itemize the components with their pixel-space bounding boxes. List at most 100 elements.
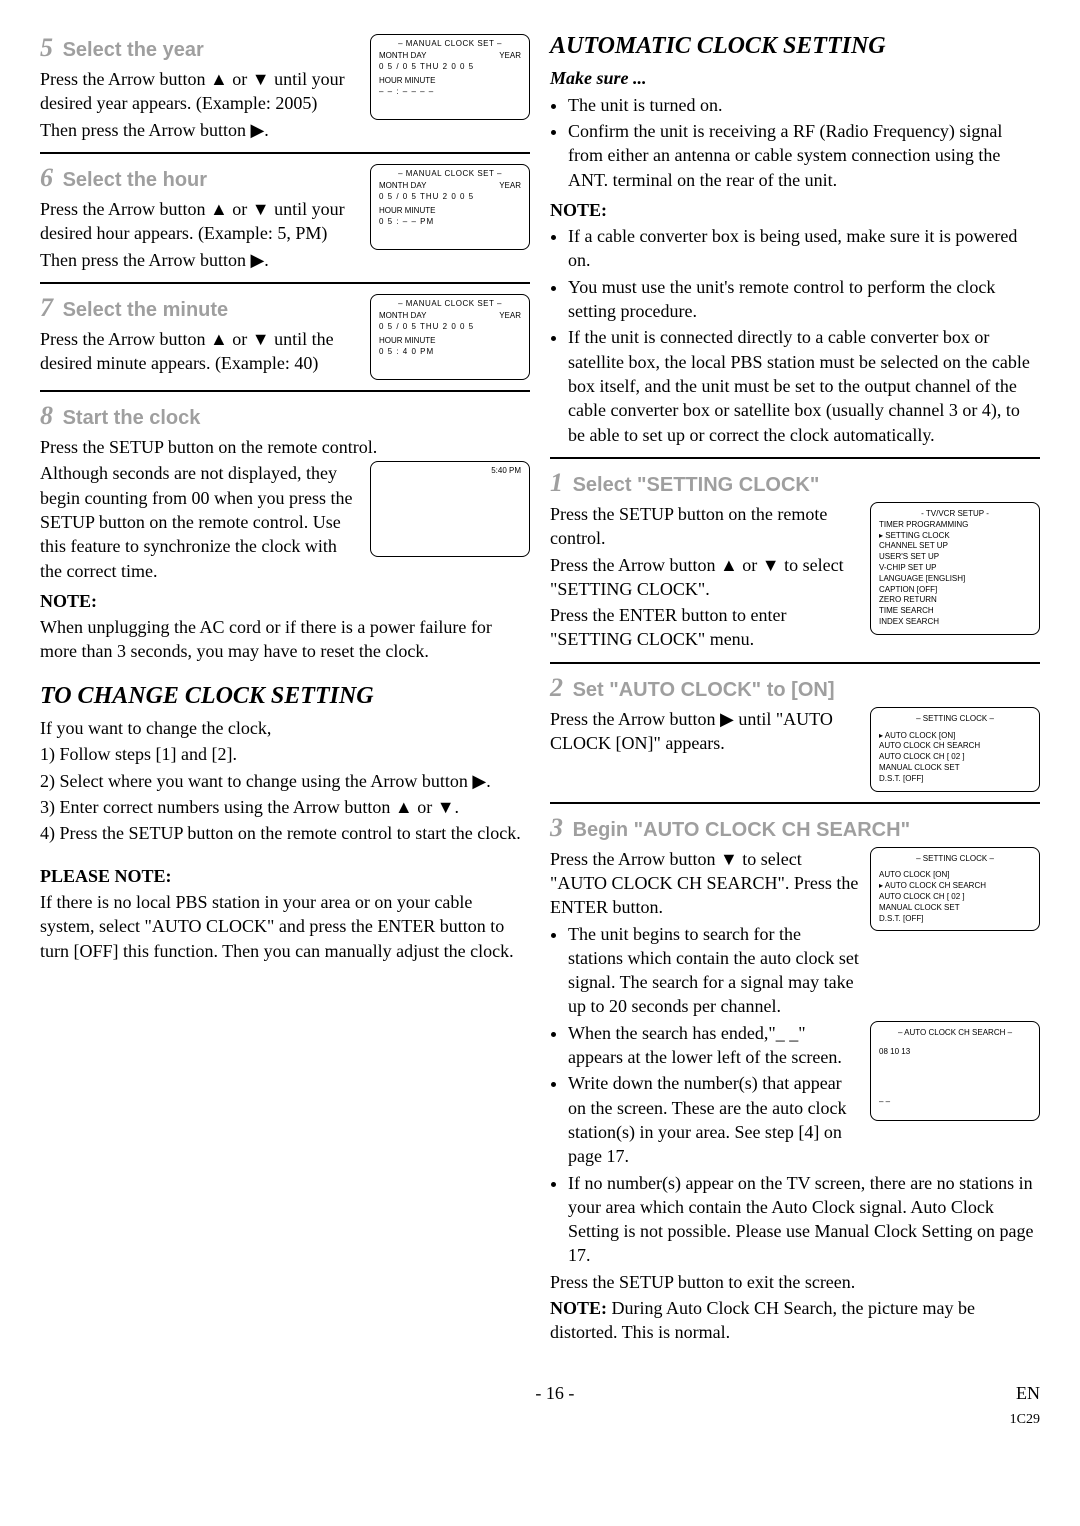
rstep-2-number: 2 <box>550 673 563 702</box>
rstep-1-title: Select "SETTING CLOCK" <box>573 474 820 496</box>
step-5-title: Select the year <box>63 39 204 61</box>
step-5-text: 5 Select the year Press the Arrow button… <box>40 30 360 142</box>
rstep3-tail2-label: NOTE: <box>550 1298 607 1318</box>
lcd6-title: – MANUAL CLOCK SET – <box>379 169 521 179</box>
lcd6-r1r: YEAR <box>499 181 521 191</box>
menu-tvvcr: - TV/VCR SETUP - TIMER PROGRAMMING SETTI… <box>870 502 1040 635</box>
lcd5-row4: – – : – – – – <box>379 87 521 97</box>
rstep3-col2: When the search has ended,"_ _" appears … <box>550 1019 860 1169</box>
auto-clock-ch-search-box: – AUTO CLOCK CH SEARCH – 08 10 13 – – <box>870 1021 1040 1121</box>
lcd5-r1r: YEAR <box>499 51 521 61</box>
lcd6-r1l: MONTH DAY <box>379 181 426 191</box>
step-7-title: Select the minute <box>63 299 229 321</box>
menu-item: CAPTION [OFF] <box>879 585 1031 596</box>
rstep-1-heading: 1 Select "SETTING CLOCK" <box>550 465 1040 500</box>
rstep-1-number: 1 <box>550 468 563 497</box>
note-item: If the unit is connected directly to a c… <box>568 325 1040 446</box>
rstep3-b2: Write down the number(s) that appear on … <box>568 1071 860 1168</box>
lcd5-row2: 0 5 / 0 5 THU 2 0 0 5 <box>379 62 521 72</box>
menu-sc2-item-selected: AUTO CLOCK CH SEARCH <box>879 881 1031 892</box>
divider <box>550 662 1040 664</box>
lcd-step-5: – MANUAL CLOCK SET – MONTH DAY YEAR 0 5 … <box>370 34 530 120</box>
menu-sc2-item: AUTO CLOCK [ON] <box>879 870 1031 881</box>
step-6-title: Select the hour <box>63 169 207 191</box>
menu-sc1-item-selected: AUTO CLOCK [ON] <box>879 731 1031 742</box>
lcd6-row1: MONTH DAY YEAR <box>379 181 521 191</box>
rstep3-seg2: When the search has ended,"_ _" appears … <box>550 1019 1040 1169</box>
menu-item: V-CHIP SET UP <box>879 563 1031 574</box>
lcd-step-8: 5:40 PM <box>370 461 530 557</box>
step-6-line-1: Then press the Arrow button ▶. <box>40 248 360 272</box>
chbox-nums: 08 10 13 <box>879 1047 1031 1058</box>
footer: - 16 - EN 1C29 <box>40 1381 1040 1430</box>
menu-sc2-item: AUTO CLOCK CH [ 02 ] <box>879 892 1031 903</box>
footer-right: EN 1C29 <box>1010 1381 1040 1430</box>
menu-item: USER'S SET UP <box>879 552 1031 563</box>
lcd7-row1: MONTH DAY YEAR <box>379 311 521 321</box>
step-8-heading: 8 Start the clock <box>40 398 530 433</box>
step-8-note-text: When unplugging the AC cord or if there … <box>40 615 530 664</box>
step-7-number: 7 <box>40 293 53 322</box>
note-item: You must use the unit's remote control t… <box>568 275 1040 324</box>
menu-sc2-item: MANUAL CLOCK SET <box>879 903 1031 914</box>
menu-setting-clock-2: – SETTING CLOCK – AUTO CLOCK [ON] AUTO C… <box>870 847 1040 932</box>
lcd7-title: – MANUAL CLOCK SET – <box>379 299 521 309</box>
right-step-3: 3 Begin "AUTO CLOCK CH SEARCH" Press the… <box>550 810 1040 1345</box>
lcd6-row2: 0 5 / 0 5 THU 2 0 0 5 <box>379 192 521 202</box>
step-5: 5 Select the year Press the Arrow button… <box>40 30 530 142</box>
page-root: 5 Select the year Press the Arrow button… <box>40 30 1040 1345</box>
please-note-label: PLEASE NOTE: <box>40 864 530 888</box>
lcd6-row3: HOUR MINUTE <box>379 206 521 216</box>
rstep-2-title: Set "AUTO CLOCK" to [ON] <box>573 679 835 701</box>
rstep1-t0: Press the SETUP button on the remote con… <box>550 502 860 551</box>
change-item-1: 2) Select where you want to change using… <box>40 769 530 793</box>
lcd7-row2: 0 5 / 0 5 THU 2 0 0 5 <box>379 322 521 332</box>
step-5-line-0: Press the Arrow button ▲ or ▼ until your… <box>40 67 360 116</box>
divider <box>550 457 1040 459</box>
note-label: NOTE: <box>550 198 1040 222</box>
rstep-2-heading: 2 Set "AUTO CLOCK" to [ON] <box>550 670 1040 705</box>
rstep3-bullets-mid: When the search has ended,"_ _" appears … <box>550 1021 860 1169</box>
right-step-1: 1 Select "SETTING CLOCK" Press the SETUP… <box>550 465 1040 652</box>
rstep-3-title: Begin "AUTO CLOCK CH SEARCH" <box>573 819 911 841</box>
lcd5-row3: HOUR MINUTE <box>379 76 521 86</box>
rstep1-textcol: Press the SETUP button on the remote con… <box>550 500 860 652</box>
makesure-label: Make sure ... <box>550 66 1040 90</box>
rstep3-tail2: NOTE: During Auto Clock CH Search, the p… <box>550 1296 1040 1345</box>
lcd8-corner: 5:40 PM <box>491 466 521 477</box>
menu-item: TIME SEARCH <box>879 606 1031 617</box>
step-8-number: 8 <box>40 401 53 430</box>
divider <box>40 390 530 392</box>
menu-item: LANGUAGE [ENGLISH] <box>879 574 1031 585</box>
auto-heading: AUTOMATIC CLOCK SETTING <box>550 30 1040 62</box>
step-7: 7 Select the minute Press the Arrow butt… <box>40 290 530 380</box>
step-8-note-label: NOTE: <box>40 589 530 613</box>
rstep2-seg: Press the Arrow button ▶ until "AUTO CLO… <box>550 705 1040 792</box>
lcd7-row4: 0 5 : 4 0 PM <box>379 347 521 357</box>
step-6-text: 6 Select the hour Press the Arrow button… <box>40 160 360 272</box>
rstep1-seg: Press the SETUP button on the remote con… <box>550 500 1040 652</box>
footer-left-spacer <box>40 1381 100 1430</box>
menu-item: TIMER PROGRAMMING <box>879 520 1031 531</box>
note-list: If a cable converter box is being used, … <box>550 224 1040 447</box>
rstep-3-heading: 3 Begin "AUTO CLOCK CH SEARCH" <box>550 810 1040 845</box>
step-8-seg: Although seconds are not displayed, they… <box>40 459 530 582</box>
change-heading: TO CHANGE CLOCK SETTING <box>40 680 530 712</box>
rstep1-t2: Press the ENTER button to enter "SETTING… <box>550 603 860 652</box>
rstep3-bullets-tail: If no number(s) appear on the TV screen,… <box>550 1171 1040 1268</box>
step-5-number: 5 <box>40 33 53 62</box>
step-6-number: 6 <box>40 163 53 192</box>
footer-en: EN <box>1016 1383 1040 1403</box>
rstep3-col1: Press the Arrow button ▼ to select "AUTO… <box>550 845 860 1019</box>
rstep-3-number: 3 <box>550 813 563 842</box>
lcd-step-7: – MANUAL CLOCK SET – MONTH DAY YEAR 0 5 … <box>370 294 530 380</box>
lcd7-row3: HOUR MINUTE <box>379 336 521 346</box>
step-7-heading: 7 Select the minute <box>40 290 360 325</box>
rstep1-t1: Press the Arrow button ▲ or ▼ to select … <box>550 553 860 602</box>
rstep3-top: Press the Arrow button ▼ to select "AUTO… <box>550 847 860 920</box>
lcd5-r1l: MONTH DAY <box>379 51 426 61</box>
menu-item-selected: SETTING CLOCK <box>879 531 1031 542</box>
menu-sc1-item: AUTO CLOCK CH SEARCH <box>879 741 1031 752</box>
rstep3-b0: The unit begins to search for the statio… <box>568 922 860 1019</box>
lcd7-r1l: MONTH DAY <box>379 311 426 321</box>
